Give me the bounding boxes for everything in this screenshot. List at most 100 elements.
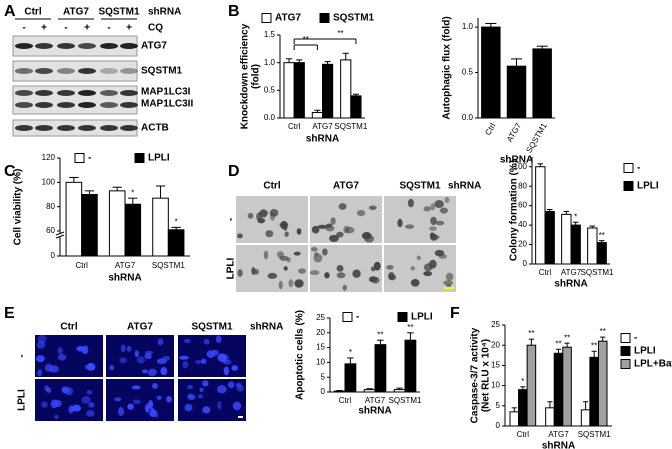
significance: ** xyxy=(528,329,534,338)
bar xyxy=(518,389,528,427)
cell xyxy=(136,356,145,364)
significance: ** xyxy=(599,231,605,240)
cell xyxy=(236,384,244,392)
cell xyxy=(410,266,416,271)
bar xyxy=(404,339,417,393)
y-axis-label: Knockdown efficiency xyxy=(240,23,251,129)
lane-label: + xyxy=(84,23,90,34)
y-tick-label: 10 xyxy=(491,381,500,390)
cell xyxy=(296,228,302,235)
blot-band xyxy=(35,43,53,49)
cell xyxy=(184,403,193,412)
cell xyxy=(311,225,320,234)
micrograph xyxy=(310,245,382,292)
y-tick-label: 0.0 xyxy=(264,113,276,122)
y-tick-label: 0 xyxy=(321,387,326,396)
cell xyxy=(156,395,162,400)
column-title: shRNA xyxy=(448,181,481,192)
cell xyxy=(283,266,288,271)
bar xyxy=(108,190,126,257)
bar xyxy=(570,224,581,265)
x-tick-label: ATG7 xyxy=(548,430,569,439)
blot-band xyxy=(57,90,75,96)
cell xyxy=(88,363,94,371)
cell xyxy=(160,367,168,376)
significance: ** xyxy=(564,333,570,342)
cell xyxy=(338,203,347,210)
y-tick-label: 1.0 xyxy=(264,58,276,67)
cell xyxy=(297,268,307,274)
cell xyxy=(119,357,127,364)
legend-swatch xyxy=(134,153,145,163)
bar xyxy=(152,197,169,257)
x-tick-label: Ctrl xyxy=(539,268,552,277)
cell xyxy=(444,197,450,204)
blot-band xyxy=(35,125,53,131)
panel-label: F xyxy=(450,305,460,322)
cell xyxy=(215,335,222,344)
legend-label: - xyxy=(356,312,359,323)
x-tick-label: Ctrl xyxy=(288,122,301,131)
cell xyxy=(118,406,125,416)
bar xyxy=(65,181,83,257)
cell xyxy=(371,276,380,284)
band-label: MAP1LC3II xyxy=(141,99,193,110)
x-axis-label: shRNA xyxy=(108,273,141,284)
x-tick-label: SQSTM1 xyxy=(578,430,611,439)
cell xyxy=(61,386,70,394)
x-axis-label: shRNA xyxy=(358,406,391,417)
bar xyxy=(587,227,598,265)
y-tick-label: 5 xyxy=(496,401,501,410)
blot-band xyxy=(15,43,33,49)
y-tick-label: 1.0 xyxy=(462,22,474,31)
significance: ** xyxy=(377,330,383,339)
cell xyxy=(227,381,235,389)
cell xyxy=(88,402,95,408)
cell xyxy=(76,345,85,352)
y-tick-label: 20 xyxy=(518,240,527,249)
blot-band xyxy=(100,90,118,96)
significance: * xyxy=(175,217,178,226)
x-tick-label: ATG7 xyxy=(365,396,386,405)
cell xyxy=(317,224,328,229)
blot-band xyxy=(57,68,75,74)
x-axis-label: shRNA xyxy=(500,155,533,166)
cell xyxy=(183,338,191,344)
cell xyxy=(267,272,278,279)
cell xyxy=(251,267,256,275)
blot-band xyxy=(100,102,118,108)
blot-band xyxy=(57,125,75,131)
row-label: - xyxy=(226,218,237,221)
blot-band xyxy=(120,102,138,108)
cell xyxy=(263,250,269,260)
cell xyxy=(280,220,288,230)
bar xyxy=(562,346,572,427)
cell xyxy=(397,218,403,228)
legend-swatch xyxy=(620,359,631,369)
lane-label: + xyxy=(126,23,132,34)
cell xyxy=(325,223,333,228)
cell xyxy=(324,272,330,279)
legend-swatch xyxy=(74,153,85,163)
cell xyxy=(84,364,89,370)
x-tick-label: SQSTM1 xyxy=(581,268,614,277)
axis-break xyxy=(55,234,65,239)
bar xyxy=(561,213,572,265)
y-tick-label: 25 xyxy=(316,313,325,322)
cell xyxy=(311,247,318,252)
row-label: LPLI xyxy=(17,389,28,411)
panel-label: B xyxy=(228,3,240,20)
bar xyxy=(363,389,376,393)
annotation: ** xyxy=(303,35,309,44)
cell xyxy=(336,231,344,238)
cell xyxy=(68,405,74,414)
blot-band xyxy=(35,68,53,74)
cell xyxy=(343,225,350,234)
cell xyxy=(445,272,454,281)
cell xyxy=(203,338,210,345)
lane-label: - xyxy=(22,23,25,34)
cell xyxy=(407,198,414,208)
bar xyxy=(167,229,185,257)
cell xyxy=(132,399,141,405)
significance: ** xyxy=(555,339,561,348)
